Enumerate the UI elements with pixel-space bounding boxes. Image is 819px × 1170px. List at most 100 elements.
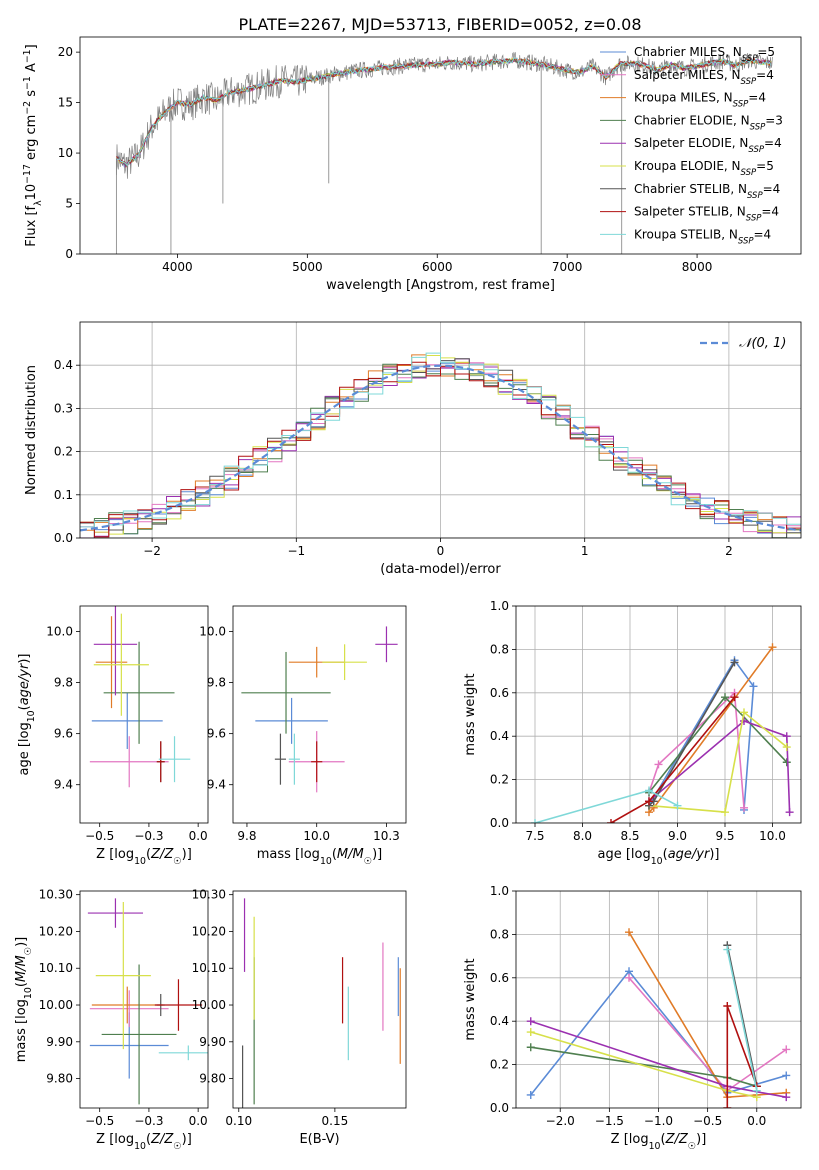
errorbar-point bbox=[91, 986, 163, 1024]
errorbar-point bbox=[93, 606, 138, 696]
x-tick-label: 9.5 bbox=[715, 829, 734, 843]
x-tick-label: 10.3 bbox=[373, 829, 400, 843]
axes-frame bbox=[79, 321, 802, 539]
weight-marker bbox=[526, 1043, 535, 1052]
errorbar-point bbox=[322, 644, 367, 681]
model-spectrum-line bbox=[116, 57, 772, 167]
weight-marker bbox=[526, 1017, 535, 1026]
weight-marker bbox=[531, 819, 539, 823]
axes: −0.5 −0.3 0.0 9.80 9.90 10.00 10.10 10.20 10.30 Z… bbox=[14, 888, 208, 1152]
y-tick-label: 9.80 bbox=[46, 1072, 73, 1086]
plot-area bbox=[241, 626, 398, 793]
y-tick-label: 0.4 bbox=[54, 358, 73, 372]
weight-marker bbox=[723, 945, 732, 954]
panel-weight-vs-age: 7.5 8.0 8.5 9.0 9.5 10.0 0.0 0.2 0.4 0.6 0.8 1.0 age… bbox=[463, 599, 802, 867]
weight-marker bbox=[782, 743, 791, 752]
axes: 0.10 0.15 9.80 9.90 10.00 10.10 10.20 10.30 E(B-… bbox=[192, 888, 349, 1147]
y-tick-label: 9.90 bbox=[46, 1035, 73, 1049]
y-tick-label: 1.0 bbox=[490, 599, 509, 613]
axes: −2 −1 0 1 2 0.0 0.1 0.2 0.3 0.4 (data-model)/error… bbox=[24, 358, 733, 577]
legend-label: Kroupa STELIB, NSSP=4 bbox=[634, 227, 771, 246]
x-tick-label: 10.0 bbox=[303, 829, 330, 843]
y-tick-label: 10.00 bbox=[192, 998, 226, 1012]
plot-area bbox=[242, 898, 401, 1108]
legend: 𝒩(0, 1) bbox=[700, 336, 786, 351]
errorbar-point bbox=[93, 613, 149, 716]
errorbar-point bbox=[101, 964, 177, 1105]
errorbar-point bbox=[103, 641, 175, 744]
weight-marker bbox=[785, 808, 794, 817]
legend-label: Kroupa ELODIE, NSSP=5 bbox=[634, 159, 774, 178]
y-tick-label: 0.2 bbox=[490, 1058, 509, 1072]
y-axis-label: mass [log10(M/M☉)] bbox=[14, 937, 34, 1063]
x-tick-label: 7000 bbox=[552, 260, 583, 274]
y-tick-label: 0.4 bbox=[490, 729, 509, 743]
y-axis-label: Normed distribution bbox=[24, 365, 39, 495]
x-tick-label: 0.0 bbox=[747, 1114, 766, 1128]
panel-age-vs-Z: −0.5 −0.3 0.0 9.4 9.6 9.8 10.0 Z [log10(Z/Z☉)] a… bbox=[17, 605, 209, 867]
y-tick-label: 10.20 bbox=[192, 924, 226, 938]
axes-frame bbox=[232, 890, 407, 1109]
y-tick-label: 0.0 bbox=[490, 816, 509, 830]
errorbar-point bbox=[95, 616, 128, 709]
x-axis-label: Z [log10(Z/Z☉)] bbox=[96, 847, 192, 867]
weight-line bbox=[648, 720, 791, 813]
panel-weight-vs-Z: −2.0 −1.5 −1.0 −0.5 0.0 0.0 0.2 0.4 0.6 0.8 1.0 Z [… bbox=[463, 884, 802, 1152]
y-tick-label: 0.3 bbox=[54, 401, 73, 415]
y-tick-label: 9.8 bbox=[207, 676, 226, 690]
weight-line bbox=[726, 945, 758, 1087]
panel-residuals: −2 −1 0 1 2 0.0 0.1 0.2 0.3 0.4 (data-model)/error… bbox=[24, 321, 802, 577]
y-axis-label: age [log10(age/yr)] bbox=[17, 653, 37, 775]
y-tick-label: 10.00 bbox=[39, 998, 73, 1012]
x-tick-label: 4000 bbox=[162, 260, 193, 274]
weight-marker bbox=[645, 797, 653, 806]
axes-frame bbox=[79, 890, 209, 1109]
plot-area bbox=[115, 51, 773, 254]
errorbar-point bbox=[89, 990, 169, 1028]
y-tick-label: 9.4 bbox=[207, 778, 226, 792]
x-axis-label: (data-model)/error bbox=[380, 562, 501, 577]
y-tick-label: 1.0 bbox=[490, 884, 509, 898]
errorbar-point bbox=[87, 898, 144, 928]
y-tick-label: 0.6 bbox=[490, 686, 509, 700]
x-tick-label: −1.5 bbox=[595, 1114, 624, 1128]
y-tick-label: 10.30 bbox=[39, 888, 73, 902]
y-tick-label: 5 bbox=[65, 197, 73, 211]
errorbar-point bbox=[158, 736, 191, 783]
panel-spectrum: 4000 5000 6000 7000 8000 0 5 10 15 20 wavelength [… bbox=[22, 36, 802, 293]
panel-mass-vs-ebv: 0.10 0.15 9.80 9.90 10.00 10.10 10.20 10.30 E(B-… bbox=[192, 888, 407, 1147]
weight-line bbox=[530, 1046, 758, 1088]
data-spectrum-line bbox=[116, 51, 773, 179]
x-tick-label: −0.3 bbox=[134, 1114, 163, 1128]
y-tick-label: 0.0 bbox=[54, 531, 73, 545]
x-tick-label: 8.5 bbox=[620, 829, 639, 843]
y-tick-label: 10.10 bbox=[192, 961, 226, 975]
axes-frame bbox=[79, 36, 802, 255]
weight-marker bbox=[673, 801, 682, 810]
y-axis-label: mass weight bbox=[463, 958, 478, 1040]
plot-area bbox=[87, 898, 208, 1105]
x-axis-label: wavelength [Angstrom, rest frame] bbox=[326, 278, 555, 293]
weight-marker bbox=[625, 928, 634, 937]
y-tick-label: 15 bbox=[58, 96, 73, 110]
x-tick-label: −2 bbox=[143, 544, 161, 558]
weight-marker bbox=[526, 1028, 535, 1037]
x-tick-label: 8000 bbox=[682, 260, 713, 274]
errorbar-point bbox=[274, 733, 287, 785]
weight-marker bbox=[645, 786, 653, 795]
panel-mass-vs-Z: −0.5 −0.3 0.0 9.80 9.90 10.00 10.10 10.20 10.30 Z… bbox=[14, 888, 209, 1152]
axes-frame bbox=[515, 890, 802, 1109]
y-tick-label: 0 bbox=[65, 247, 73, 261]
y-tick-label: 9.90 bbox=[199, 1035, 226, 1049]
axes: −0.5 −0.3 0.0 9.4 9.6 9.8 10.0 Z [log10(Z/Z☉)] a… bbox=[17, 625, 208, 867]
x-axis-label: Z [log10(Z/Z☉)] bbox=[96, 1132, 192, 1152]
x-tick-label: 9.0 bbox=[668, 829, 687, 843]
weight-series bbox=[723, 945, 761, 1095]
weight-marker bbox=[782, 1071, 791, 1080]
axes: 7.5 8.0 8.5 9.0 9.5 10.0 0.0 0.2 0.4 0.6 0.8 1.0 age… bbox=[463, 599, 786, 867]
legend-label: Chabrier MILES, NSSP=5 bbox=[634, 45, 775, 64]
plot-area bbox=[516, 606, 801, 823]
legend-label: Chabrier ELODIE, NSSP=3 bbox=[634, 113, 783, 132]
errorbar-point bbox=[241, 651, 331, 734]
